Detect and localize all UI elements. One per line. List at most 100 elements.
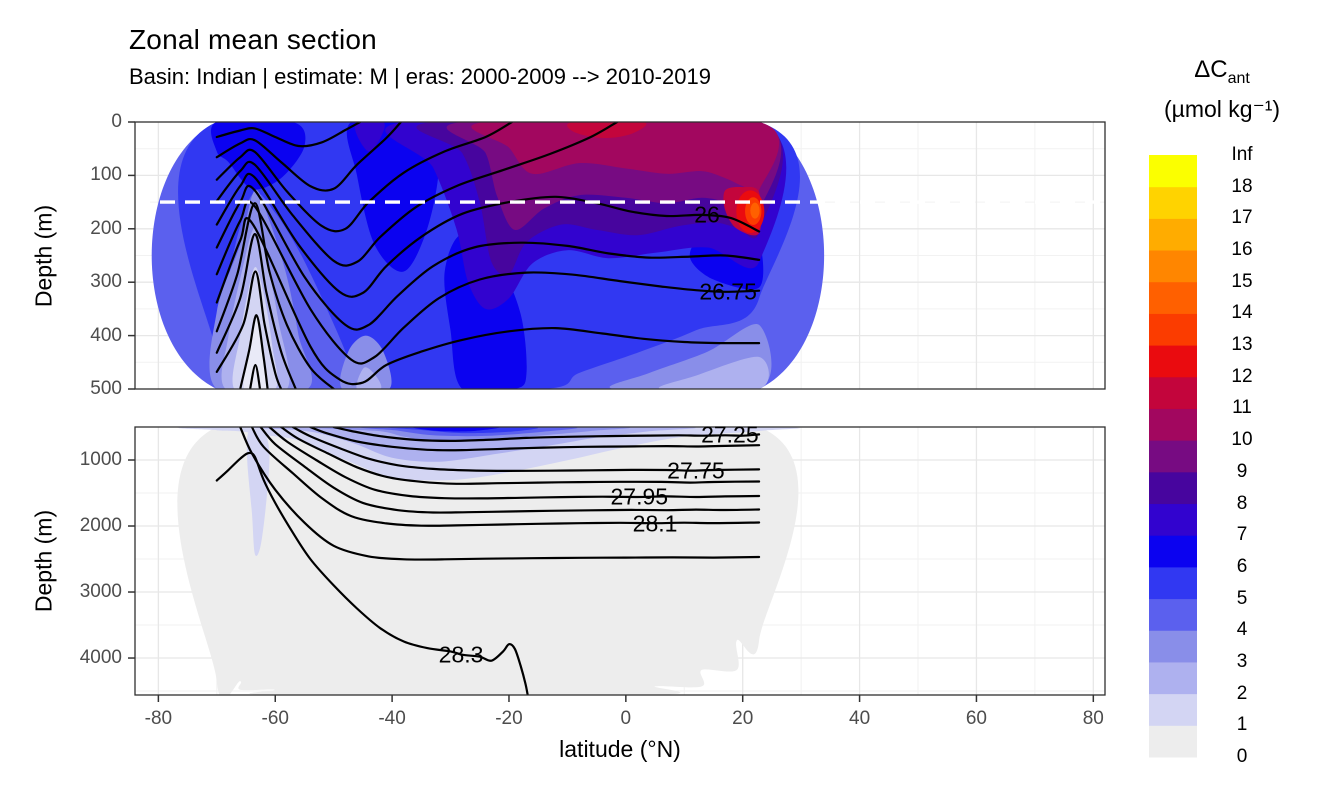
contour-fills (177, 427, 801, 695)
x-tick-label: -80 (144, 708, 173, 729)
contour-line (215, 202, 335, 389)
colorbar-units-text: (µmol kg⁻¹) (1163, 96, 1281, 122)
contour-line (332, 427, 761, 442)
colorbar-tick-label: 16 (1231, 239, 1253, 261)
panel-border (134, 121, 1106, 390)
colorbar-tick-label: 5 (1236, 587, 1248, 609)
contour-line (250, 427, 761, 527)
x-tick-label: 60 (965, 708, 987, 729)
contour-line-label: 28.1 (632, 510, 678, 537)
contour-line-label: 26.75 (699, 278, 757, 305)
chart-title: Zonal mean section (129, 24, 377, 55)
colorbar-segment (1149, 535, 1197, 568)
contour-fill (471, 122, 780, 195)
colorbar-segment (1149, 471, 1197, 505)
panel-upper (128, 121, 1106, 390)
colorbar-segment (1149, 155, 1197, 188)
colorbar-segment (1149, 598, 1197, 631)
colorbar-segment (1149, 345, 1197, 378)
contour-line-label: 26 (694, 201, 720, 228)
contour-line-label: 27.75 (667, 457, 725, 484)
contour-fill (246, 427, 270, 556)
colorbar-tick-label: 6 (1236, 555, 1248, 577)
colorbar-tick-label: 10 (1231, 429, 1253, 451)
x-tick-label: 80 (1082, 708, 1104, 729)
contour-line (215, 122, 362, 148)
colorbar-tick-label: 9 (1236, 460, 1248, 482)
x-tick-label: 20 (732, 708, 754, 729)
colorbar-tick-label: 11 (1232, 397, 1252, 419)
contour-line (249, 363, 262, 389)
colorbar-segment (1149, 440, 1197, 473)
contour-line-label: 28.3 (438, 641, 484, 668)
colorbar-segment (1149, 630, 1197, 663)
colorbar-title: ΔCant (1132, 56, 1312, 88)
contour-line (239, 314, 269, 389)
contour-line-label: 27.95 (610, 483, 669, 510)
contour-line (215, 122, 619, 267)
contour-line (309, 427, 761, 452)
x-axis-title: latitude (°N) (559, 736, 681, 762)
colorbar-tick-label: 3 (1236, 650, 1248, 672)
colorbar-segment (1149, 250, 1197, 283)
contour-line (215, 122, 402, 192)
colorbar-tick-label: 2 (1236, 682, 1248, 704)
contour-line (291, 427, 761, 472)
colorbar-title-main: ΔC (1194, 56, 1228, 83)
contour-line (215, 232, 297, 389)
colorbar-segment (1149, 376, 1197, 409)
y-tick-label: 4000 (79, 647, 122, 669)
contour-lines (215, 427, 761, 695)
x-tick-label: 0 (620, 708, 632, 729)
contour-line (239, 427, 761, 561)
x-tick-label: -60 (261, 708, 289, 729)
contour-line (215, 270, 283, 389)
y-tick-label: 500 (90, 378, 122, 399)
colorbar-segment (1149, 313, 1197, 346)
colorbar-tick-label: 7 (1236, 524, 1248, 546)
contour-line (215, 184, 761, 331)
colorbar-tick-label: 14 (1231, 302, 1253, 324)
colorbar-segment (1149, 186, 1197, 219)
contour-line (280, 427, 761, 485)
colorbar-tick-label: Inf (1231, 144, 1253, 165)
contour-line (215, 172, 761, 298)
contour-line (268, 427, 761, 500)
contour-lines (215, 122, 761, 389)
contour-fill (750, 202, 760, 219)
colorbar-segment (1149, 693, 1197, 726)
y-tick-label: 0 (111, 111, 122, 132)
y-tick-label: 2000 (79, 515, 122, 536)
colorbar-tick-label: 1 (1236, 714, 1248, 736)
contour-fill (346, 122, 440, 272)
y-tick-label: 400 (90, 324, 122, 346)
colorbar-tick-label: 4 (1236, 619, 1248, 641)
x-tick-label: 40 (849, 708, 871, 729)
colorbar-tick-label: 15 (1231, 270, 1253, 292)
colorbar-segment (1149, 218, 1197, 251)
contour-fill (567, 122, 647, 139)
contour-line (215, 451, 529, 695)
panel-lower (128, 426, 1106, 696)
contour-line (215, 217, 761, 386)
colorbar-segment (1149, 566, 1197, 600)
y-tick-label: 100 (90, 164, 122, 186)
colorbar-segment (1149, 408, 1197, 441)
contour-fill (243, 316, 268, 389)
colorbar-title-sub: ant (1227, 69, 1250, 87)
colorbar-tick-label: 17 (1231, 207, 1253, 229)
y-tick-label: 3000 (79, 581, 122, 603)
y-tick-label: 300 (90, 271, 122, 293)
contour-fill (177, 427, 799, 695)
chart-subtitle: Basin: Indian | estimate: M | eras: 2000… (129, 64, 711, 89)
y-tick-label: 1000 (79, 449, 122, 470)
contour-fill (354, 122, 385, 152)
colorbar-segment (1149, 281, 1197, 314)
x-tick-label: -20 (495, 708, 523, 729)
colorbar-tick-label: 0 (1236, 746, 1248, 767)
contour-line-label: 27.25 (701, 421, 759, 448)
colorbar-segment (1149, 503, 1197, 536)
y-tick-label: 200 (90, 217, 122, 239)
